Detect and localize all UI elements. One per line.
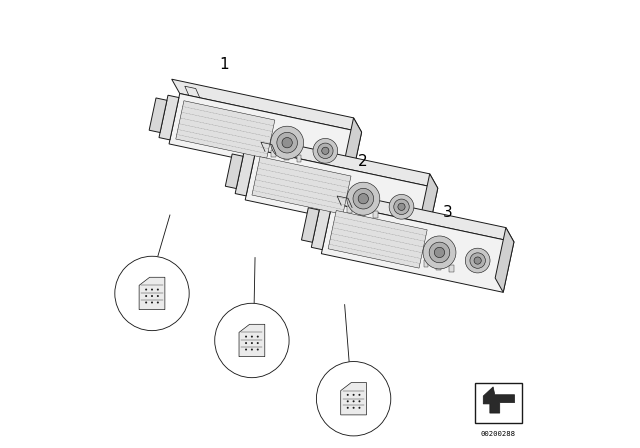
Polygon shape (301, 208, 319, 242)
Circle shape (277, 132, 298, 153)
Circle shape (347, 401, 349, 402)
Circle shape (429, 242, 450, 263)
Polygon shape (225, 154, 243, 189)
Circle shape (157, 295, 159, 297)
Circle shape (470, 253, 485, 268)
Bar (373, 211, 378, 219)
Circle shape (151, 289, 153, 291)
Polygon shape (245, 150, 438, 239)
Polygon shape (324, 189, 514, 242)
Polygon shape (239, 324, 265, 357)
Circle shape (347, 182, 380, 215)
Polygon shape (321, 203, 514, 293)
Bar (271, 150, 276, 157)
Polygon shape (159, 95, 179, 140)
Polygon shape (311, 205, 332, 250)
Circle shape (353, 394, 355, 396)
Circle shape (282, 138, 292, 148)
Polygon shape (328, 211, 427, 268)
Circle shape (215, 303, 289, 378)
Text: 00200288: 00200288 (481, 431, 515, 437)
Circle shape (358, 407, 360, 409)
Bar (424, 260, 428, 267)
Circle shape (115, 256, 189, 331)
Circle shape (353, 188, 374, 209)
Circle shape (389, 194, 414, 219)
Circle shape (257, 349, 259, 350)
Bar (297, 155, 301, 163)
Circle shape (257, 336, 259, 338)
Circle shape (435, 247, 445, 258)
Bar (436, 263, 441, 270)
Circle shape (145, 289, 147, 291)
Circle shape (251, 342, 253, 344)
Bar (449, 265, 454, 272)
Circle shape (257, 342, 259, 344)
Circle shape (358, 394, 360, 396)
Circle shape (151, 302, 153, 303)
Polygon shape (343, 118, 362, 183)
Circle shape (251, 349, 253, 350)
Text: 2: 2 (358, 154, 367, 169)
Polygon shape (139, 277, 165, 310)
Polygon shape (149, 98, 167, 133)
Circle shape (145, 295, 147, 297)
Circle shape (271, 126, 303, 159)
Circle shape (145, 302, 147, 303)
Circle shape (394, 199, 409, 215)
Circle shape (398, 203, 405, 211)
Circle shape (316, 362, 391, 436)
Polygon shape (248, 135, 438, 188)
Polygon shape (495, 228, 514, 293)
Circle shape (347, 394, 349, 396)
Circle shape (245, 336, 247, 338)
Polygon shape (169, 94, 362, 183)
Circle shape (245, 342, 247, 344)
Bar (360, 209, 365, 216)
Polygon shape (172, 79, 362, 132)
Polygon shape (176, 101, 275, 158)
Polygon shape (419, 174, 438, 239)
Circle shape (423, 236, 456, 269)
Circle shape (465, 248, 490, 273)
Circle shape (151, 295, 153, 297)
Polygon shape (252, 157, 351, 214)
Bar (348, 206, 352, 213)
Polygon shape (340, 383, 367, 415)
Text: 1: 1 (219, 57, 228, 73)
Circle shape (251, 336, 253, 338)
Bar (475, 383, 522, 423)
Polygon shape (235, 151, 255, 196)
Circle shape (358, 194, 369, 204)
Circle shape (157, 302, 159, 303)
Circle shape (358, 401, 360, 402)
Circle shape (313, 138, 338, 163)
Circle shape (245, 349, 247, 350)
Circle shape (322, 147, 329, 155)
Text: 3: 3 (443, 205, 452, 220)
Circle shape (347, 407, 349, 409)
Polygon shape (483, 387, 515, 413)
Circle shape (353, 401, 355, 402)
Bar (284, 153, 289, 160)
Circle shape (353, 407, 355, 409)
Circle shape (474, 257, 481, 264)
Circle shape (157, 289, 159, 291)
Circle shape (317, 143, 333, 159)
